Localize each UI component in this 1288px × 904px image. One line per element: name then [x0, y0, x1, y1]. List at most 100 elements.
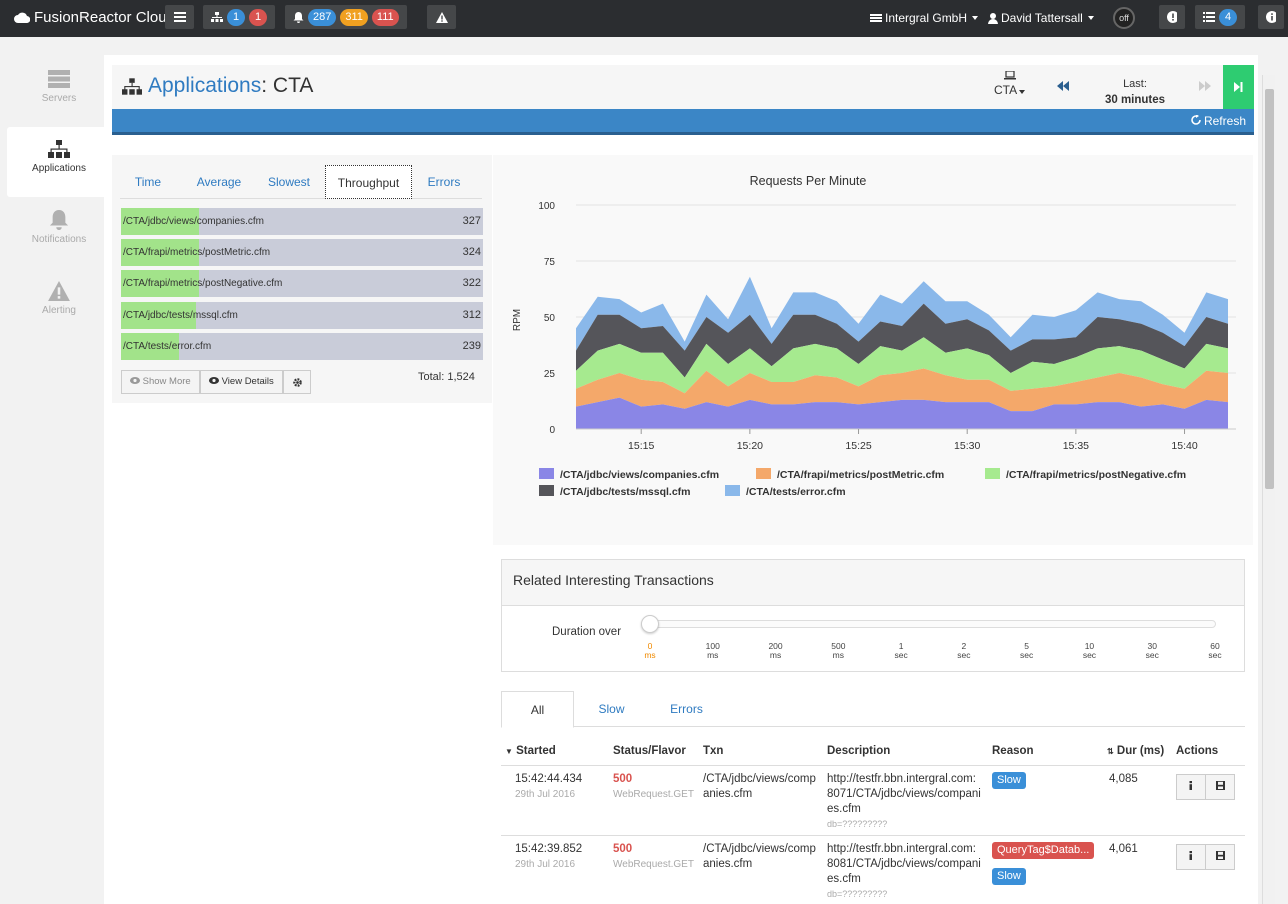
- tasks-button[interactable]: 4: [1195, 5, 1245, 29]
- refresh-button[interactable]: Refresh: [1190, 114, 1246, 128]
- duration-tick-label[interactable]: 1 sec: [894, 641, 908, 660]
- series-area-1[interactable]: [576, 368, 1228, 412]
- show-more-button[interactable]: Show More: [121, 370, 200, 394]
- alerts-button[interactable]: [427, 5, 456, 29]
- apps-error-count: 1: [249, 8, 267, 26]
- duration-tick-label[interactable]: 2 sec: [957, 641, 971, 660]
- column-txn[interactable]: Txn: [703, 745, 724, 757]
- list-item[interactable]: /CTA/frapi/metrics/postNegative.cfm 322: [121, 270, 483, 297]
- bell-icon: [49, 210, 69, 230]
- column-started[interactable]: ▼ Started: [505, 745, 556, 757]
- legend-item[interactable]: /CTA/frapi/metrics/postMetric.cfm: [777, 469, 944, 481]
- column-description[interactable]: Description: [827, 745, 891, 757]
- duration-tick-label[interactable]: 10 sec: [1082, 641, 1097, 660]
- page-title-link[interactable]: Applications: [148, 74, 262, 97]
- notifications-status-button[interactable]: 287 311 111: [285, 5, 407, 29]
- legend-swatch: [539, 468, 554, 479]
- tasks-count: 4: [1219, 8, 1237, 26]
- brand[interactable]: FusionReactor Cloud: [14, 9, 175, 26]
- save-button[interactable]: [1205, 774, 1235, 800]
- series-area-2[interactable]: [576, 337, 1228, 394]
- duration-tick-label[interactable]: 5 sec: [1020, 641, 1034, 660]
- page-scrollbar[interactable]: [1262, 75, 1275, 904]
- scrollbar-thumb[interactable]: [1265, 89, 1274, 489]
- duration-tick-label[interactable]: 60 sec: [1208, 641, 1222, 660]
- legend-item[interactable]: /CTA/jdbc/tests/mssql.cfm: [560, 486, 691, 498]
- sidebar-item-applications[interactable]: Applications: [7, 127, 111, 197]
- help-button[interactable]: [1159, 5, 1185, 29]
- column-duration[interactable]: ⇅ Dur (ms): [1107, 745, 1165, 757]
- duration-tick-label[interactable]: 500 ms: [831, 641, 846, 660]
- sidebar-item-notifications[interactable]: Notifications: [7, 198, 111, 268]
- org-dropdown[interactable]: Intergral GmbH: [870, 11, 979, 25]
- gear-icon: [292, 378, 302, 387]
- tab-slow[interactable]: Slow: [598, 702, 625, 716]
- save-icon: [1215, 851, 1225, 860]
- top-navbar: FusionReactor Cloud 1 1 287 311 111 Inte…: [0, 0, 1288, 37]
- tab-all[interactable]: All: [501, 691, 574, 728]
- throughput-panel: Time Average Slowest Throughput Errors /…: [112, 155, 492, 403]
- legend-item[interactable]: /CTA/frapi/metrics/postNegative.cfm: [1006, 469, 1186, 481]
- sidebar-item-alerting[interactable]: Alerting: [7, 269, 111, 339]
- duration-tick-label[interactable]: 200 ms: [768, 641, 783, 660]
- duration-tick-label[interactable]: 30 sec: [1145, 641, 1159, 660]
- list-item[interactable]: /CTA/jdbc/views/companies.cfm 327: [121, 208, 483, 235]
- settings-button[interactable]: [283, 370, 311, 394]
- sitemap-icon: [122, 77, 142, 95]
- step-forward-icon: [1234, 82, 1243, 92]
- list-item[interactable]: /CTA/tests/error.cfm 239: [121, 333, 483, 360]
- backward-icon[interactable]: [1057, 81, 1069, 91]
- sidebar-item-servers[interactable]: Servers: [7, 57, 111, 127]
- row-time: 15:42:39.852: [515, 843, 583, 855]
- duration-slider-track[interactable]: [650, 620, 1216, 628]
- duration-slider-handle[interactable]: [641, 615, 659, 633]
- menu-toggle-button[interactable]: [165, 5, 194, 29]
- applications-status-button[interactable]: 1 1: [203, 5, 275, 29]
- list-item[interactable]: /CTA/frapi/metrics/postMetric.cfm 324: [121, 239, 483, 266]
- legend-item[interactable]: /CTA/jdbc/views/companies.cfm: [560, 469, 719, 481]
- series-area-3[interactable]: [576, 303, 1228, 378]
- user-dropdown[interactable]: David Tattersall: [988, 11, 1094, 25]
- app-select[interactable]: CTA: [994, 71, 1026, 97]
- page-subtitle: : CTA: [261, 74, 314, 97]
- row-txn[interactable]: /CTA/jdbc/views/comp: [703, 843, 816, 855]
- duration-tick-label[interactable]: 100 ms: [705, 641, 720, 660]
- legend-item[interactable]: /CTA/tests/error.cfm: [746, 486, 846, 498]
- table-row[interactable]: 15:42:44.434 29th Jul 2016 500 WebRequest.…: [501, 766, 1245, 836]
- x-tick-label: 15:25: [845, 440, 871, 452]
- tab-errors[interactable]: Errors: [670, 702, 703, 716]
- y-tick-label: 25: [544, 369, 556, 380]
- live-toggle[interactable]: off: [1113, 7, 1135, 29]
- time-range[interactable]: Last: 30 minutes: [1102, 76, 1168, 108]
- row-txn[interactable]: /CTA/jdbc/views/comp: [703, 773, 816, 785]
- forward-icon[interactable]: [1199, 81, 1211, 91]
- tab-average[interactable]: Average: [196, 175, 242, 189]
- series-area-0[interactable]: [576, 397, 1228, 429]
- chevron-down-icon: [1087, 16, 1094, 20]
- tab-time[interactable]: Time: [134, 175, 162, 189]
- y-tick-label: 100: [538, 201, 555, 212]
- save-button[interactable]: [1205, 844, 1235, 870]
- user-name: David Tattersall: [1001, 11, 1083, 25]
- warning-icon: [48, 281, 70, 301]
- main-content: Applications: CTA CTA Last: 30 minutes R…: [104, 55, 1258, 904]
- tab-throughput[interactable]: Throughput: [325, 165, 412, 199]
- view-details-button[interactable]: View Details: [200, 370, 283, 394]
- table-row[interactable]: 15:42:39.852 29th Jul 2016 500 WebRequest.…: [501, 836, 1245, 904]
- item-value: 239: [462, 340, 481, 352]
- list-item[interactable]: /CTA/jdbc/tests/mssql.cfm 312: [121, 302, 483, 329]
- info-button[interactable]: [1258, 5, 1284, 29]
- tab-slowest[interactable]: Slowest: [267, 175, 311, 189]
- row-duration: 4,061: [1109, 843, 1138, 855]
- legend-swatch: [539, 485, 554, 496]
- series-area-4[interactable]: [576, 276, 1228, 351]
- laptop-icon: [1003, 71, 1016, 80]
- duration-tick-label[interactable]: 0 ms: [644, 641, 656, 660]
- info-button[interactable]: [1176, 774, 1206, 800]
- tab-errors[interactable]: Errors: [427, 175, 461, 189]
- info-button[interactable]: [1176, 844, 1206, 870]
- column-reason[interactable]: Reason: [992, 745, 1034, 757]
- go-live-button[interactable]: [1223, 65, 1254, 109]
- column-status[interactable]: Status/Flavor: [613, 745, 686, 757]
- notif-error-count: 111: [371, 8, 399, 26]
